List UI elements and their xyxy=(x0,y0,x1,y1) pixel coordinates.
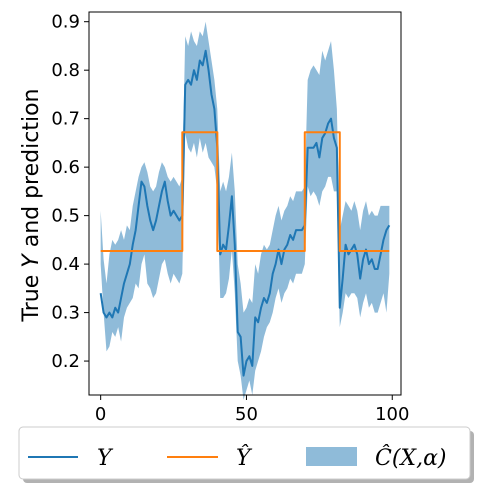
legend-box xyxy=(18,426,471,480)
interval-band-layer xyxy=(100,21,390,400)
series-y-line xyxy=(99,49,391,377)
y-axis-title: True Y and prediction xyxy=(19,89,44,323)
legend: Y Ŷ Ĉ(X,α) xyxy=(18,426,474,483)
interval-band xyxy=(100,21,390,400)
y-tick-label: 0.6 xyxy=(51,157,80,178)
y-tick-label: 0.5 xyxy=(51,206,80,227)
y-tick-label: 0.2 xyxy=(51,351,80,372)
series-line-layer xyxy=(99,49,391,377)
x-axis: 0 50 100 xyxy=(95,395,409,425)
y-tick-label: 0.7 xyxy=(51,109,80,130)
x-tick-label: 100 xyxy=(375,404,409,425)
x-tick-label: 0 xyxy=(95,404,106,425)
x-tick-label: 50 xyxy=(235,404,258,425)
legend-interval-label: Ĉ(X,α) xyxy=(375,444,447,471)
y-axis-title-suffix: and prediction xyxy=(19,89,44,255)
y-tick-label: 0.4 xyxy=(51,254,80,275)
plot-area xyxy=(88,11,402,400)
series-yhat-line xyxy=(100,131,390,253)
plot-border xyxy=(88,11,402,396)
y-tick-label: 0.9 xyxy=(51,12,80,33)
legend-y-label: Y xyxy=(97,446,114,471)
legend-yhat-label: Ŷ xyxy=(236,444,253,471)
y-tick-label: 0.8 xyxy=(51,60,80,81)
y-axis: 0.2 0.3 0.4 0.5 0.6 0.7 0.8 0.9 xyxy=(51,12,89,372)
y-axis-title-variable: Y xyxy=(19,253,44,268)
legend-interval-swatch xyxy=(306,447,357,466)
y-tick-label: 0.3 xyxy=(51,303,80,324)
y-axis-title-prefix: True xyxy=(19,268,44,323)
